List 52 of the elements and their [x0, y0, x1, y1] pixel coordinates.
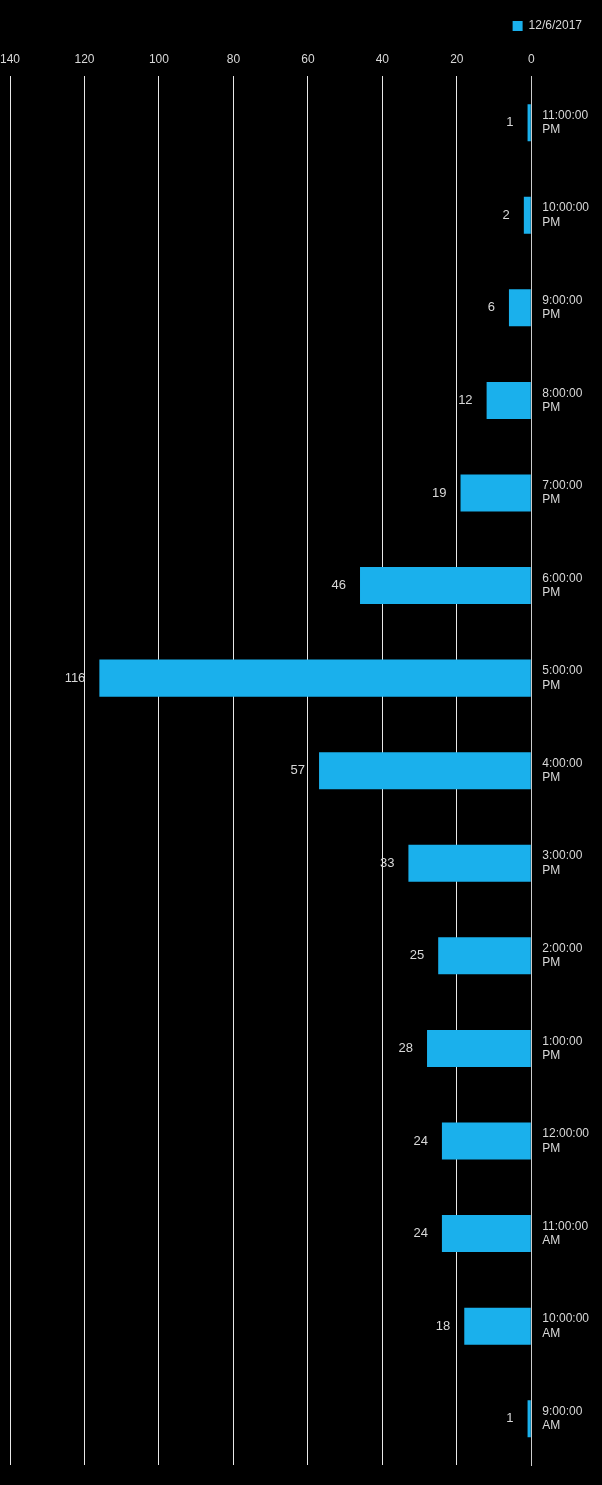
y-tick-label: 5:00:00 PM — [542, 663, 583, 692]
x-tick-label: 80 — [226, 51, 241, 66]
data-label: 46 — [331, 577, 347, 593]
data-label: 19 — [432, 484, 447, 500]
y-tick-label: 1:00:00 PM — [542, 1033, 583, 1062]
y-tick-label: 8:00:00 PM — [542, 385, 583, 414]
x-tick-label: 60 — [301, 51, 315, 66]
bar — [360, 567, 531, 605]
bar — [427, 1029, 531, 1067]
data-label: 28 — [398, 1040, 414, 1055]
y-tick-label: 7:00:00 PM — [542, 478, 583, 507]
bar — [464, 1307, 531, 1345]
y-tick-label: 4:00:00 PM — [542, 755, 583, 785]
x-tick-label: 140 — [0, 51, 21, 66]
legend-label: 12/6/2017 — [528, 18, 583, 33]
x-tick-label: 100 — [148, 51, 170, 66]
y-tick-label: 11:00:00 PM — [542, 107, 589, 137]
data-label: 25 — [409, 947, 425, 963]
y-tick-label: 9:00:00 AM — [542, 1403, 583, 1433]
bar — [441, 1215, 531, 1253]
y-tick-label: 10:00:00 PM — [542, 200, 590, 229]
y-tick-label: 12:00:00 PM — [542, 1126, 590, 1155]
data-label: 24 — [413, 1225, 428, 1241]
x-tick-label: 0 — [527, 51, 535, 66]
x-tick-label: 120 — [74, 51, 95, 66]
y-tick-label: 10:00:00 AM — [542, 1311, 590, 1340]
bar — [460, 474, 531, 512]
bar — [486, 381, 531, 419]
bar — [527, 1400, 531, 1438]
data-label: 57 — [290, 762, 306, 778]
bar — [408, 844, 531, 882]
bar — [319, 752, 531, 790]
y-tick-label: 6:00:00 PM — [542, 570, 583, 600]
bar — [438, 937, 531, 975]
data-label: 24 — [413, 1132, 428, 1148]
y-tick-label: 2:00:00 PM — [542, 940, 583, 970]
data-label: 1 — [506, 1410, 514, 1426]
bar — [441, 1122, 531, 1160]
bar — [99, 659, 531, 697]
y-tick-label: 11:00:00 AM — [542, 1218, 589, 1248]
data-label: 12 — [458, 391, 473, 407]
data-label: 18 — [435, 1317, 451, 1333]
bar — [508, 289, 531, 327]
data-label: 2 — [502, 206, 510, 222]
bar — [527, 104, 531, 142]
x-tick-label: 20 — [450, 51, 464, 66]
data-label: 6 — [487, 299, 495, 315]
y-tick-label: 9:00:00 PM — [542, 292, 583, 322]
data-label: 1 — [506, 114, 514, 130]
bar — [523, 196, 531, 234]
x-tick-label: 40 — [375, 51, 390, 66]
y-tick-label: 3:00:00 PM — [542, 848, 583, 877]
